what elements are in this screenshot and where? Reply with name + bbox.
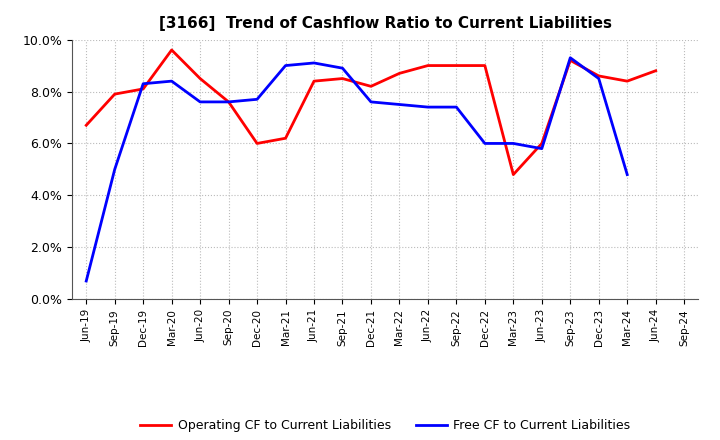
Free CF to Current Liabilities [338,66,347,71]
Operating CF to Current Liabilities [480,63,489,68]
Free CF to Current Liabilities [196,99,204,105]
Free CF to Current Liabilities [623,172,631,177]
Operating CF to Current Liabilities [282,136,290,141]
Free CF to Current Liabilities [167,78,176,84]
Operating CF to Current Liabilities [452,63,461,68]
Operating CF to Current Liabilities [395,71,404,76]
Operating CF to Current Liabilities [225,99,233,105]
Free CF to Current Liabilities [395,102,404,107]
Free CF to Current Liabilities [509,141,518,146]
Free CF to Current Liabilities [225,99,233,105]
Free CF to Current Liabilities [282,63,290,68]
Operating CF to Current Liabilities [423,63,432,68]
Operating CF to Current Liabilities [82,123,91,128]
Operating CF to Current Liabilities [366,84,375,89]
Operating CF to Current Liabilities [509,172,518,177]
Free CF to Current Liabilities [82,279,91,284]
Operating CF to Current Liabilities [537,141,546,146]
Operating CF to Current Liabilities [595,73,603,79]
Free CF to Current Liabilities [253,97,261,102]
Line: Operating CF to Current Liabilities: Operating CF to Current Liabilities [86,50,656,175]
Free CF to Current Liabilities [423,104,432,110]
Title: [3166]  Trend of Cashflow Ratio to Current Liabilities: [3166] Trend of Cashflow Ratio to Curren… [158,16,612,32]
Free CF to Current Liabilities [366,99,375,105]
Free CF to Current Liabilities [480,141,489,146]
Operating CF to Current Liabilities [253,141,261,146]
Operating CF to Current Liabilities [338,76,347,81]
Operating CF to Current Liabilities [652,68,660,73]
Operating CF to Current Liabilities [196,76,204,81]
Free CF to Current Liabilities [566,55,575,60]
Free CF to Current Liabilities [452,104,461,110]
Free CF to Current Liabilities [139,81,148,86]
Free CF to Current Liabilities [537,146,546,151]
Operating CF to Current Liabilities [167,48,176,53]
Operating CF to Current Liabilities [566,58,575,63]
Operating CF to Current Liabilities [310,78,318,84]
Operating CF to Current Liabilities [110,92,119,97]
Free CF to Current Liabilities [310,60,318,66]
Free CF to Current Liabilities [595,76,603,81]
Operating CF to Current Liabilities [139,86,148,92]
Free CF to Current Liabilities [110,167,119,172]
Line: Free CF to Current Liabilities: Free CF to Current Liabilities [86,58,627,281]
Legend: Operating CF to Current Liabilities, Free CF to Current Liabilities: Operating CF to Current Liabilities, Fre… [135,414,635,437]
Operating CF to Current Liabilities [623,78,631,84]
